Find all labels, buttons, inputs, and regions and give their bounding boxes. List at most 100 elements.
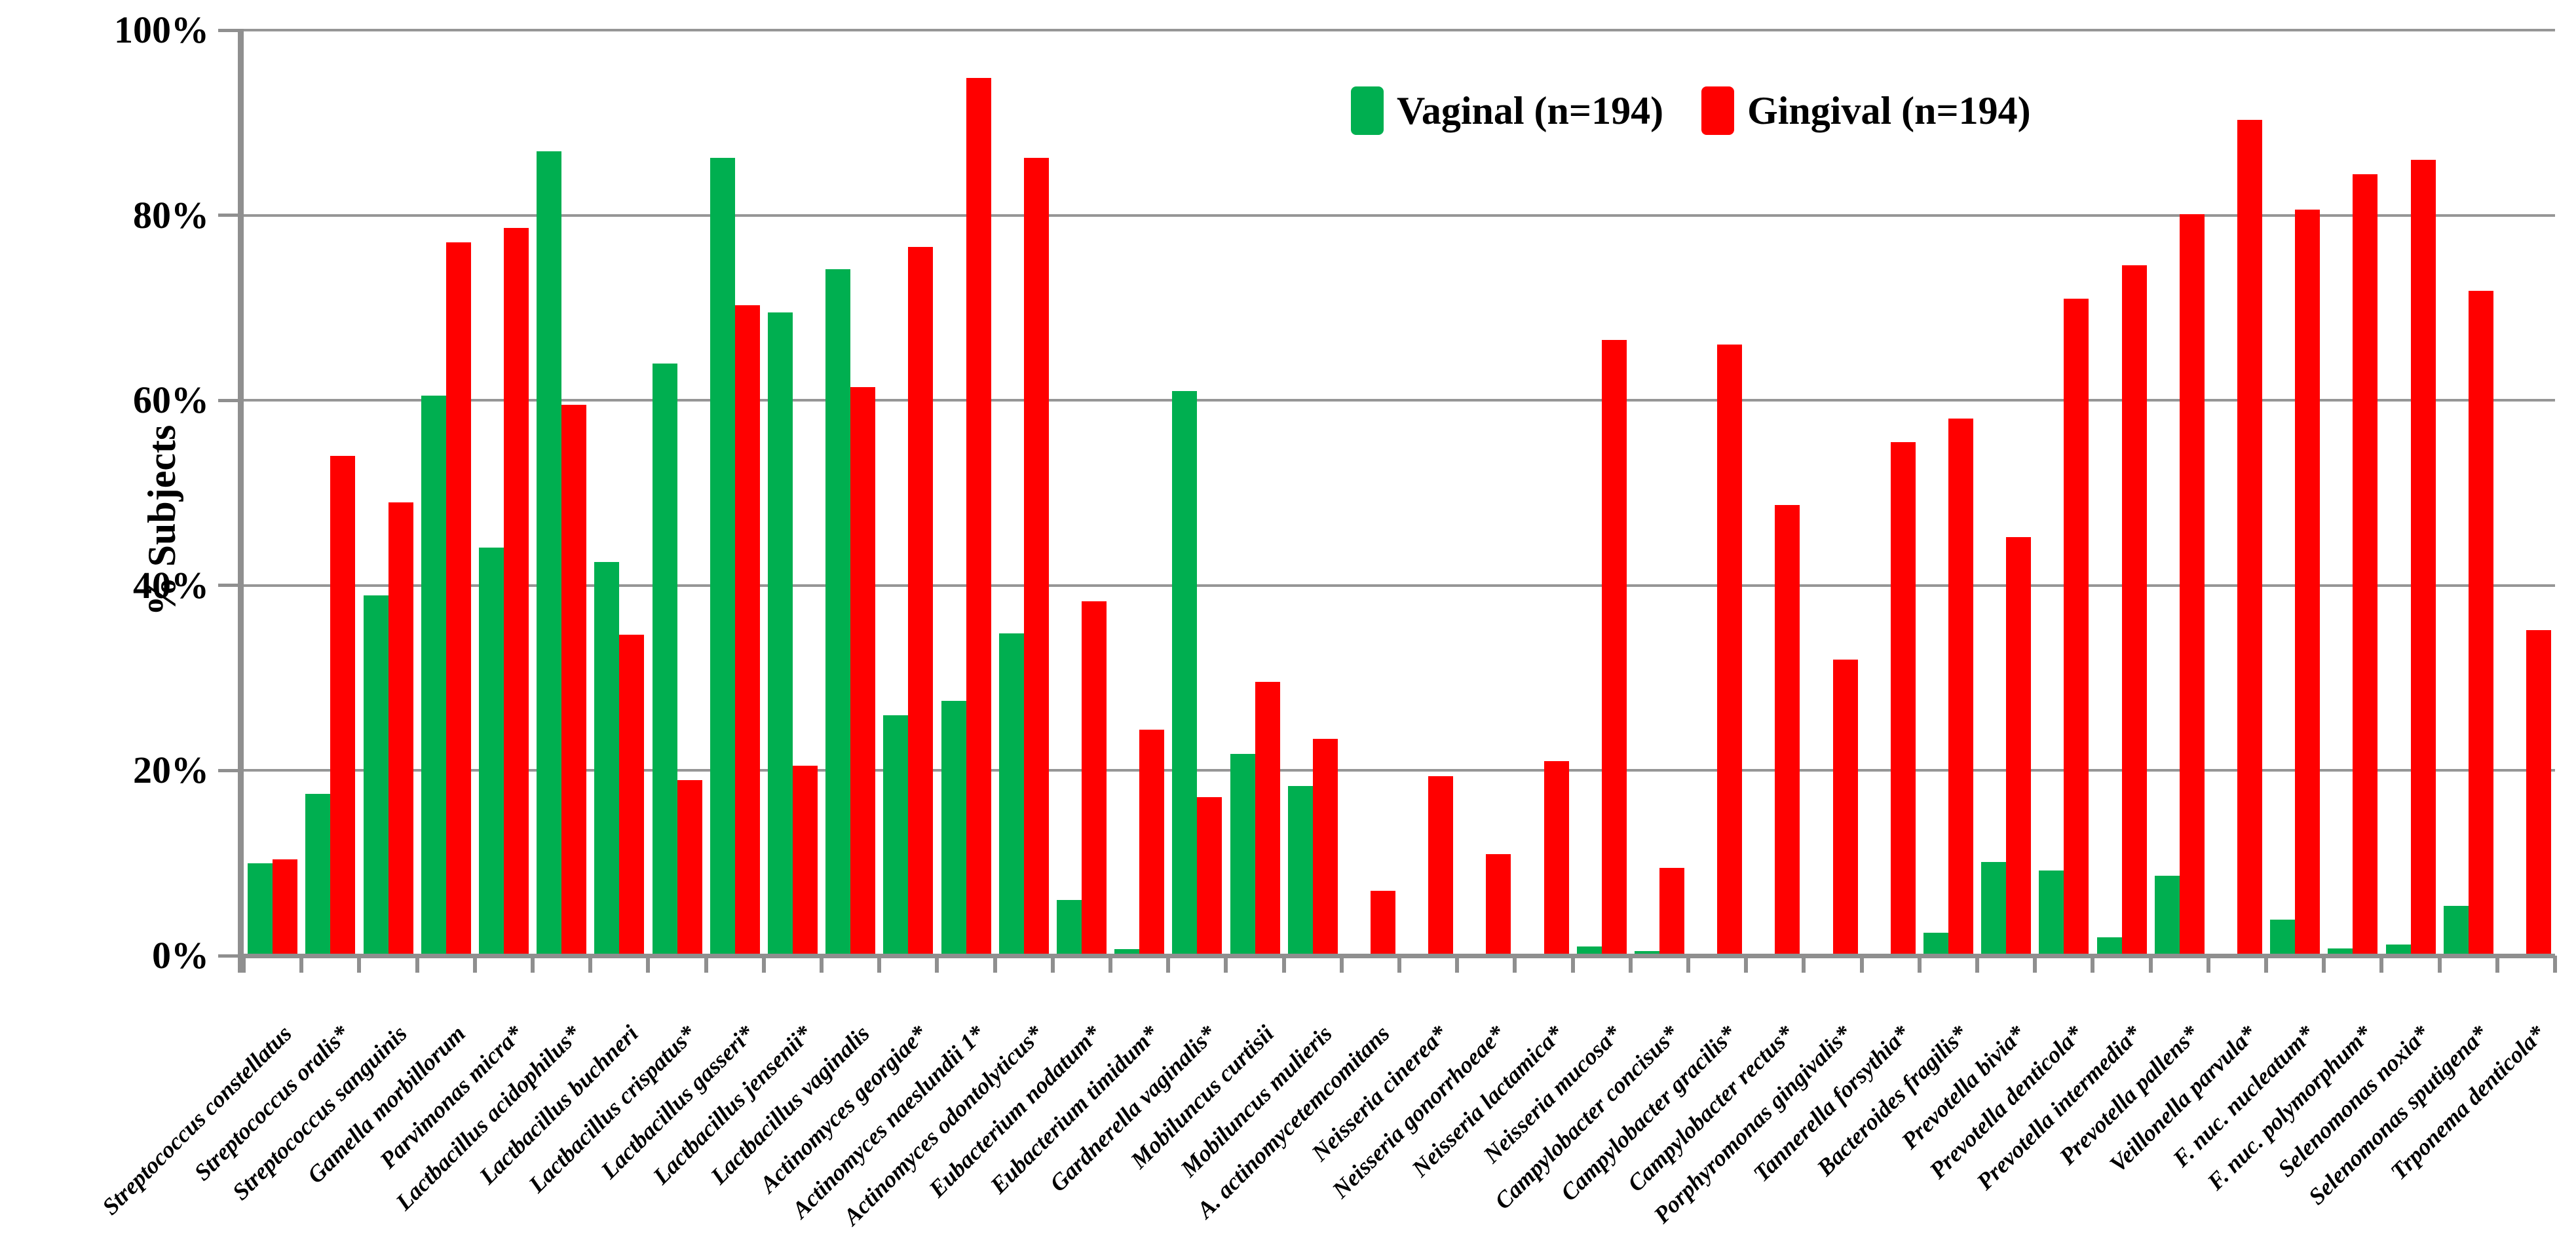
x-tick — [1686, 956, 1690, 973]
bar-vaginal — [594, 562, 620, 956]
bar-vaginal — [710, 157, 735, 956]
x-tick — [2553, 956, 2557, 973]
x-tick — [299, 956, 304, 973]
y-axis-tick-label: 40% — [133, 563, 209, 607]
y-axis-tick-label: 80% — [133, 193, 209, 236]
gridline-80 — [244, 214, 2555, 217]
bar-gingival — [1081, 601, 1107, 956]
bar-gingival — [619, 634, 645, 956]
bar-gingival — [2237, 120, 2262, 956]
y-tick — [218, 28, 238, 32]
y-tick — [218, 398, 238, 402]
x-tick — [646, 956, 651, 973]
x-tick — [2206, 956, 2210, 973]
bar-gingival — [677, 779, 702, 956]
legend-item-vaginal: Vaginal (n=194) — [1351, 86, 1663, 135]
bar-vaginal — [248, 863, 273, 956]
bar-vaginal — [2096, 937, 2122, 956]
bar-gingival — [792, 766, 818, 956]
gridline-60 — [244, 399, 2555, 402]
bar-vaginal — [1114, 949, 1140, 956]
bar-gingival — [561, 405, 587, 956]
bar-gingival — [1023, 157, 1049, 956]
x-tick — [1628, 956, 1633, 973]
bar-vaginal — [2443, 905, 2469, 956]
bar-vaginal — [1056, 900, 1082, 956]
bar-vaginal — [652, 363, 677, 956]
bar-vaginal — [2039, 871, 2064, 956]
bar-vaginal — [1634, 950, 1659, 956]
y-axis-line — [238, 29, 244, 973]
bar-gingival — [2121, 265, 2147, 956]
x-tick — [415, 956, 419, 973]
x-tick — [935, 956, 939, 973]
x-tick — [531, 956, 535, 973]
bar-gingival — [2353, 174, 2378, 956]
y-axis-tick-label: 100% — [114, 9, 209, 51]
bar-gingival — [1948, 419, 1973, 956]
bar-gingival — [1428, 776, 1454, 956]
bar-gingival — [1890, 441, 1916, 956]
x-tick — [1513, 956, 1517, 973]
bar-gingival — [1486, 853, 1511, 956]
bar-gingival — [445, 242, 471, 956]
x-tick — [993, 956, 997, 973]
bar-gingival — [2006, 537, 2032, 956]
bar-gingival — [388, 502, 413, 956]
bar-gingival — [908, 246, 934, 956]
bar-vaginal — [1172, 391, 1198, 956]
x-tick — [2033, 956, 2037, 973]
x-tick — [877, 956, 882, 973]
bar-gingival — [1601, 340, 1627, 956]
bar-vaginal — [767, 312, 793, 956]
bar-gingival — [966, 78, 991, 956]
x-tick — [1224, 956, 1228, 973]
bar-vaginal — [363, 595, 388, 956]
legend: Vaginal (n=194) Gingival (n=194) — [1351, 86, 2031, 135]
bar-vaginal — [998, 633, 1024, 956]
x-tick — [704, 956, 708, 973]
bar-vaginal — [2385, 945, 2411, 956]
x-tick — [1570, 956, 1575, 973]
x-axis-line — [238, 954, 2555, 958]
bar-gingival — [1312, 739, 1338, 956]
x-tick — [357, 956, 362, 973]
bar-vaginal — [305, 793, 331, 956]
y-tick — [218, 954, 238, 958]
bar-vaginal — [941, 701, 966, 956]
bar-vaginal — [2154, 876, 2180, 956]
x-tick — [1975, 956, 1979, 973]
legend-swatch-vaginal — [1351, 86, 1384, 135]
y-tick — [218, 584, 238, 588]
bar-gingival — [2526, 629, 2551, 956]
bar-gingival — [1255, 681, 1280, 956]
bar-gingival — [2295, 210, 2320, 956]
bar-vaginal — [2328, 948, 2353, 956]
bar-vaginal — [478, 547, 504, 956]
bar-gingival — [734, 305, 760, 956]
bar-gingival — [273, 859, 298, 956]
bar-gingival — [1717, 345, 1743, 956]
x-tick — [1050, 956, 1055, 973]
x-tick — [2322, 956, 2326, 973]
bar-gingival — [2468, 291, 2493, 956]
x-tick — [2379, 956, 2384, 973]
x-tick — [1917, 956, 1922, 973]
bar-gingival — [1370, 891, 1395, 956]
bar-vaginal — [825, 269, 851, 956]
bar-vaginal — [2270, 919, 2296, 956]
x-tick — [820, 956, 824, 973]
x-tick — [1108, 956, 1112, 973]
x-tick — [1166, 956, 1171, 973]
legend-item-gingival: Gingival (n=194) — [1701, 86, 2031, 135]
x-tick — [1859, 956, 1864, 973]
y-tick — [218, 768, 238, 772]
x-tick — [761, 956, 766, 973]
bar-gingival — [1197, 797, 1222, 956]
legend-swatch-gingival — [1701, 86, 1735, 135]
y-tick — [218, 214, 238, 217]
x-tick — [1281, 956, 1286, 973]
x-tick — [472, 956, 477, 973]
bar-vaginal — [1287, 786, 1313, 956]
